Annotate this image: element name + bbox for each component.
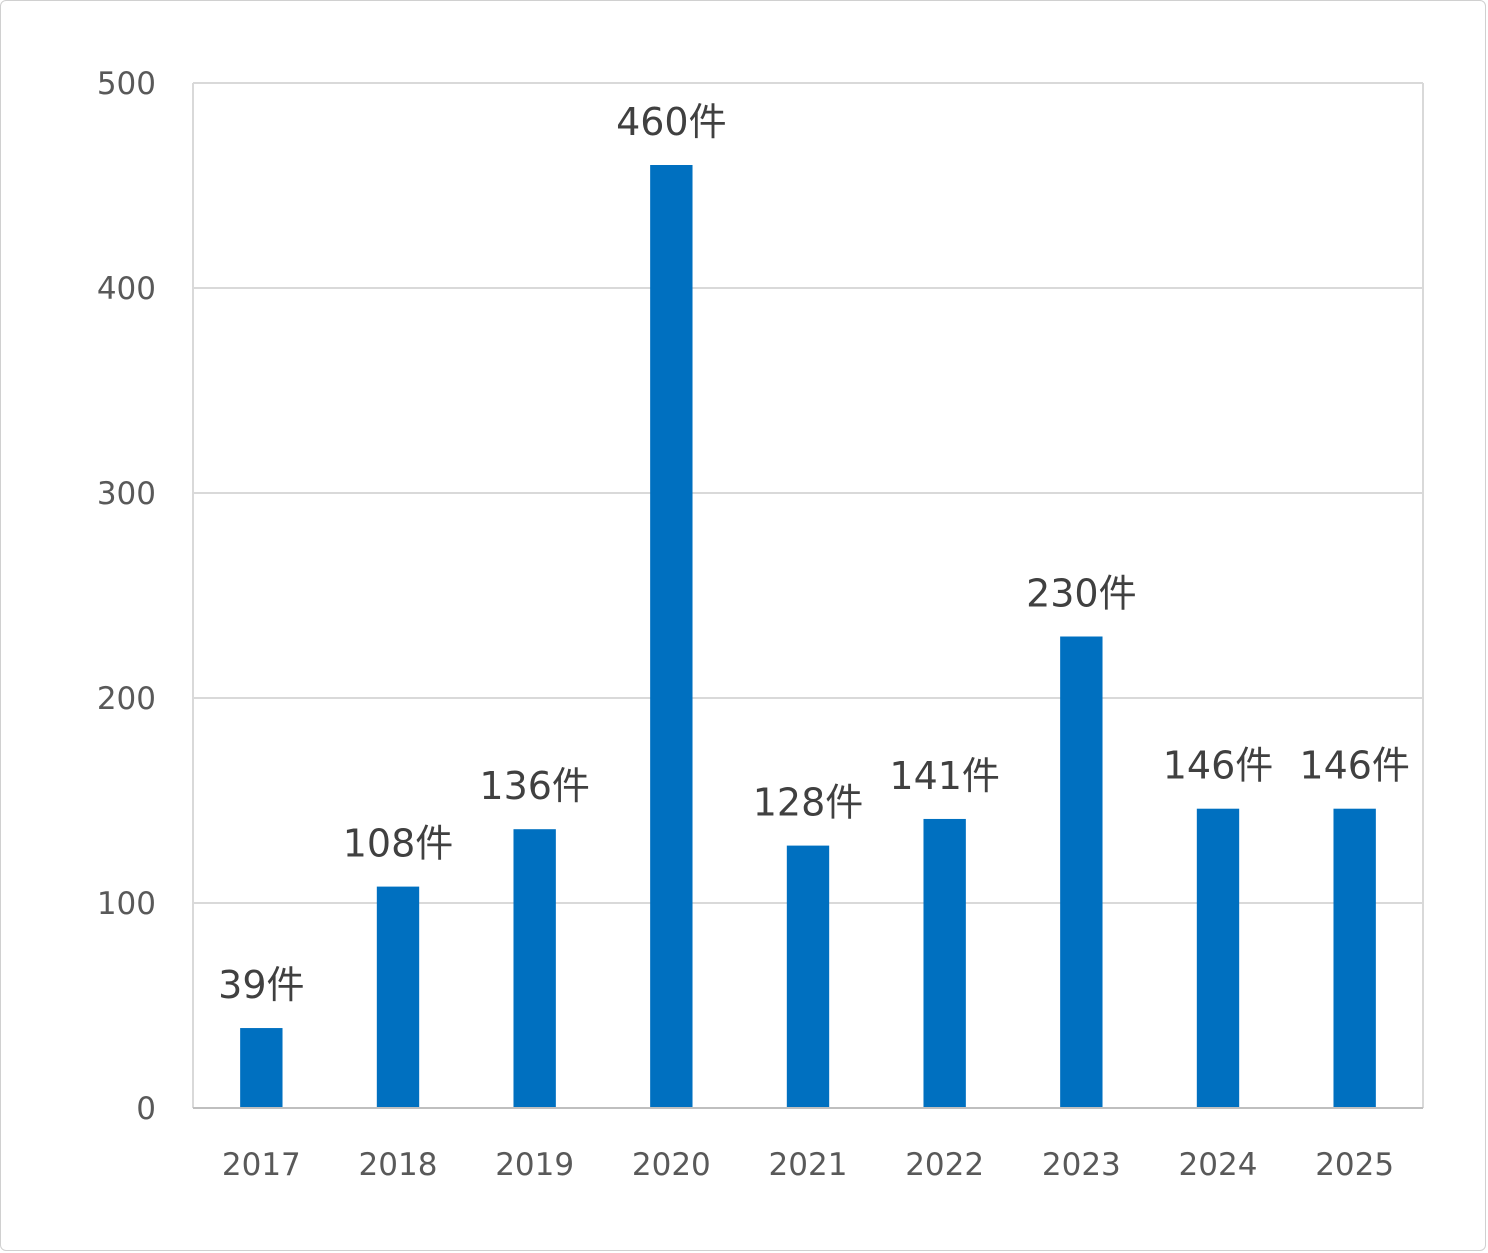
axes [192,83,1424,1109]
data-label-2020: 460件 [616,100,727,144]
bar-2020 [650,165,693,1108]
data-label-2025: 146件 [1299,744,1410,788]
y-tick-label: 200 [97,681,156,717]
data-label-2024: 146件 [1163,744,1274,788]
data-label-2018: 108件 [343,822,454,866]
x-tick-label-2024: 2024 [1179,1147,1258,1183]
x-tick-label-2021: 2021 [769,1147,848,1183]
bar-2022 [923,818,966,1108]
data-label-2023: 230件 [1026,572,1137,616]
bar-2019 [513,829,556,1108]
x-tick-label-2020: 2020 [632,1147,711,1183]
y-tick-label: 500 [97,66,156,102]
bar-2017 [240,1028,283,1108]
data-label-2017: 39件 [218,963,304,1007]
bar-2025 [1333,808,1376,1108]
bar-2021 [786,845,830,1108]
data-label-2022: 141件 [889,754,1000,798]
x-tick-label-2025: 2025 [1315,1147,1394,1183]
x-tick-label-2017: 2017 [222,1147,301,1183]
y-tick-label: 400 [97,271,156,307]
bar-2018 [376,886,420,1108]
bars [240,165,1376,1108]
bar-2023 [1060,636,1103,1108]
y-tick-label: 100 [97,886,156,922]
bar-2024 [1196,808,1240,1108]
x-tick-label-2019: 2019 [495,1147,574,1183]
data-label-2019: 136件 [479,764,590,808]
x-tick-label-2022: 2022 [905,1147,984,1183]
y-tick-label: 0 [136,1091,156,1127]
labels: 0 100 200 300 400 500 39件 2017 108件 2018 136件 2019 4… [97,66,1410,1183]
x-tick-label-2023: 2023 [1042,1147,1121,1183]
y-tick-label: 300 [97,476,156,512]
data-label-2021: 128件 [753,781,864,825]
x-tick-label-2018: 2018 [359,1147,438,1183]
